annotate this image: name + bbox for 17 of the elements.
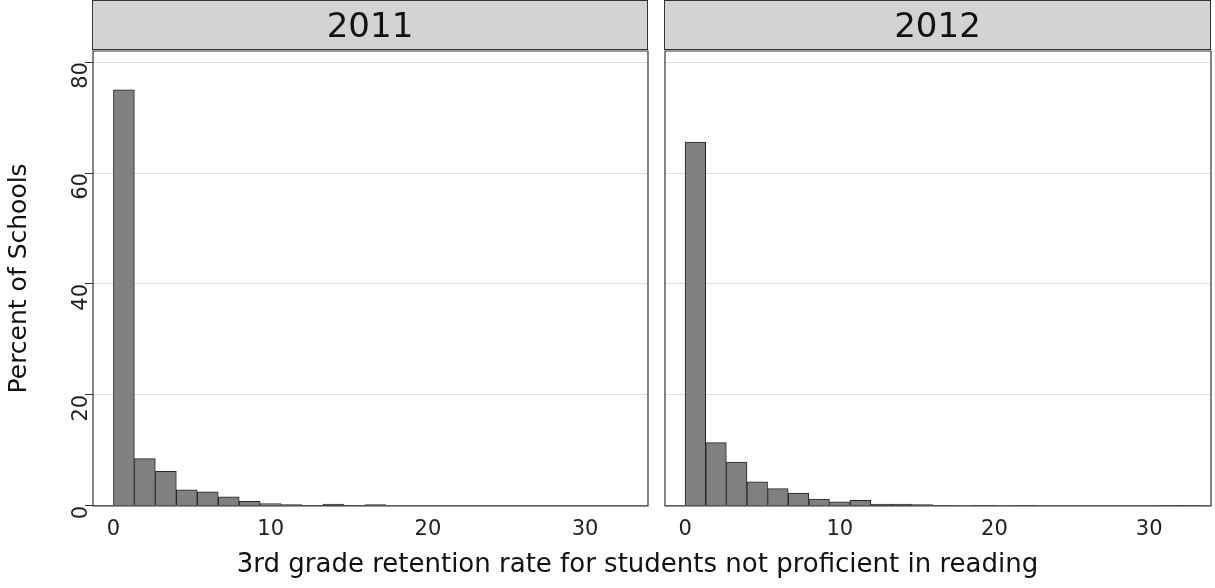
x-tick-label: 20 xyxy=(414,515,442,540)
y-tick-label: 0 xyxy=(68,505,93,520)
x-tick-label: 10 xyxy=(257,515,285,540)
y-axis-title: Percent of Schools xyxy=(2,163,32,394)
x-tick-label: 0 xyxy=(106,515,121,540)
x-tick-label: 0 xyxy=(678,515,692,540)
y-tick-label: 60 xyxy=(68,173,93,200)
x-tick-label: 30 xyxy=(1135,515,1163,540)
x-tick-label: 20 xyxy=(981,515,1008,540)
chart-title: 2012 xyxy=(664,0,1211,50)
x-axis-title: 3rd grade retention rate for students not proficient in reading xyxy=(235,548,1040,578)
x-tick-label: 30 xyxy=(571,515,599,540)
chart-title: 2011 xyxy=(92,0,648,50)
y-tick-label: 40 xyxy=(68,283,93,311)
x-tick-label: 10 xyxy=(826,515,854,540)
y-tick-label: 20 xyxy=(68,394,93,422)
y-tick-label: 80 xyxy=(68,62,93,89)
